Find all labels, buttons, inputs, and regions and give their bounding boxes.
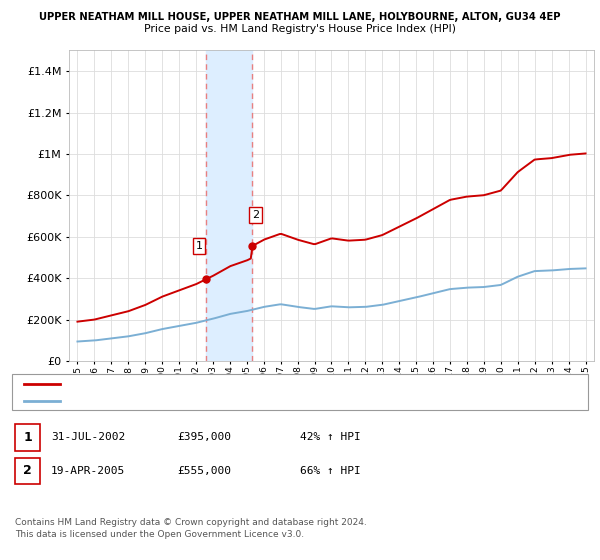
Text: 19-APR-2005: 19-APR-2005 (51, 466, 125, 476)
Text: £555,000: £555,000 (177, 466, 231, 476)
Bar (206, 50, 252, 361)
Text: 42% ↑ HPI: 42% ↑ HPI (300, 432, 361, 442)
Text: £395,000: £395,000 (177, 432, 231, 442)
Text: 2: 2 (23, 464, 32, 478)
Text: 1: 1 (23, 431, 32, 444)
Text: 1: 1 (196, 241, 203, 251)
Text: Price paid vs. HM Land Registry's House Price Index (HPI): Price paid vs. HM Land Registry's House … (144, 24, 456, 34)
Text: 2: 2 (252, 210, 259, 220)
Text: 66% ↑ HPI: 66% ↑ HPI (300, 466, 361, 476)
Text: Contains HM Land Registry data © Crown copyright and database right 2024.
This d: Contains HM Land Registry data © Crown c… (15, 518, 367, 539)
Text: 31-JUL-2002: 31-JUL-2002 (51, 432, 125, 442)
Text: UPPER NEATHAM MILL HOUSE, UPPER NEATHAM MILL LANE, HOLYBOURNE, ALTON, GU34 4EP: UPPER NEATHAM MILL HOUSE, UPPER NEATHAM … (39, 12, 561, 22)
Text: HPI: Average price, detached house, East Hampshire: HPI: Average price, detached house, East… (69, 396, 327, 406)
Text: UPPER NEATHAM MILL HOUSE, UPPER NEATHAM MILL LANE, HOLYBOURNE, ALTON, GU34: UPPER NEATHAM MILL HOUSE, UPPER NEATHAM … (69, 379, 503, 389)
